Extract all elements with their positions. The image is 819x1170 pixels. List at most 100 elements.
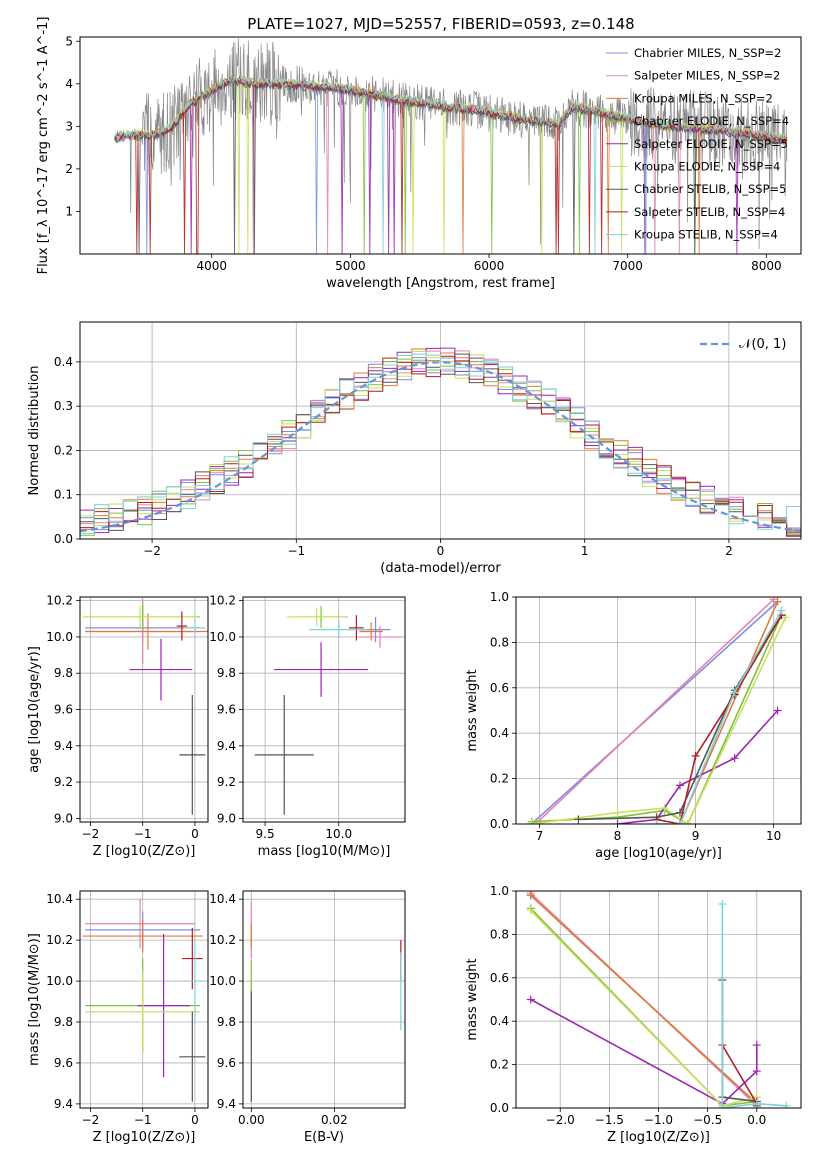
weight-marker bbox=[752, 1067, 761, 1076]
errorbar-point bbox=[287, 607, 347, 627]
y-tick-label: 1.0 bbox=[490, 590, 509, 604]
y-tick-label: 10.0 bbox=[46, 974, 73, 988]
axes-spectrum: 4000 5000 6000 7000 8000 1 2 3 4 5 wavelength [Ang… bbox=[36, 17, 782, 291]
y-tick-label: 9.6 bbox=[217, 1056, 236, 1070]
x-tick-label: −1.5 bbox=[595, 1113, 624, 1127]
y-tick-label: 0.3 bbox=[54, 399, 73, 413]
legend-label: Chabrier MILES, N_SSP=2 bbox=[634, 46, 781, 60]
y-tick-label: 9.4 bbox=[54, 739, 73, 753]
normal-curve bbox=[80, 361, 801, 533]
errorbar-point bbox=[129, 638, 193, 701]
x-tick-label: 8 bbox=[614, 829, 622, 843]
weight-marker bbox=[660, 804, 669, 813]
x-tick-label: 10.0 bbox=[325, 827, 352, 841]
weight-marker bbox=[526, 906, 535, 915]
axes-frame-mass_vs_Z bbox=[79, 890, 209, 1109]
y-axis-label: mass [log10(M/M⊙)] bbox=[27, 933, 42, 1066]
y-tick-label: 9.8 bbox=[54, 666, 73, 680]
weight-marker bbox=[526, 891, 535, 900]
x-tick-label: 0 bbox=[191, 1113, 199, 1127]
errorbar-point bbox=[137, 933, 190, 1078]
y-tick-label: 9.0 bbox=[217, 811, 236, 825]
weight-line bbox=[531, 600, 779, 824]
x-tick-label: 0.0 bbox=[747, 1113, 766, 1127]
errorbar-point bbox=[176, 611, 188, 641]
x-tick-label: −1 bbox=[134, 1113, 152, 1127]
weight-plot-weight_vs_Z bbox=[526, 891, 791, 1108]
legend-label: 𝒩(0, 1) bbox=[739, 337, 786, 352]
y-tick-label: 0.4 bbox=[54, 355, 73, 369]
y-tick-label: 10.0 bbox=[209, 974, 236, 988]
errorbar-point bbox=[273, 642, 369, 697]
weight-marker bbox=[773, 597, 782, 606]
y-tick-label: 9.8 bbox=[217, 666, 236, 680]
errorbar-point bbox=[184, 618, 206, 637]
x-tick-label: 0.00 bbox=[238, 1113, 265, 1127]
y-tick-label: 10.2 bbox=[46, 594, 73, 608]
weight-marker bbox=[718, 1104, 727, 1108]
y-tick-label: 10.0 bbox=[209, 630, 236, 644]
legend-label: Salpeter STELIB, N_SSP=4 bbox=[634, 205, 785, 219]
weight-plot-weight_vs_age bbox=[527, 597, 790, 824]
legend-label: Salpeter MILES, N_SSP=2 bbox=[634, 69, 780, 83]
y-tick-label: 9.8 bbox=[54, 1015, 73, 1029]
weight-marker bbox=[574, 815, 583, 824]
errorbar-point bbox=[184, 940, 206, 1023]
x-axis-label: mass [log10(M/M⊙)] bbox=[258, 844, 391, 859]
y-tick-label: 10.4 bbox=[209, 892, 236, 906]
x-tick-label: 6000 bbox=[474, 259, 505, 273]
y-tick-label: 10.0 bbox=[46, 630, 73, 644]
axes-weight_vs_age: 7 8 9 10 0.0 0.2 0.4 0.6 0.8 1.0 age [log10(age/yr… bbox=[465, 590, 801, 861]
y-tick-label: 9.4 bbox=[54, 1097, 73, 1111]
y-tick-label: 5 bbox=[65, 34, 73, 48]
y-tick-label: 1 bbox=[65, 204, 73, 218]
errorbar-point bbox=[309, 620, 369, 639]
weight-marker bbox=[683, 820, 692, 824]
x-tick-label: 9.5 bbox=[256, 827, 275, 841]
y-tick-label: 9.8 bbox=[217, 1015, 236, 1029]
legend-label: Chabrier ELODIE, N_SSP=4 bbox=[634, 114, 789, 128]
x-tick-label: 9 bbox=[692, 829, 700, 843]
y-tick-label: 2 bbox=[65, 162, 73, 176]
y-axis-label: Flux [f_λ 10^-17 erg cm^-2 s^-1 A^-1] bbox=[36, 17, 51, 275]
x-tick-label: 0.02 bbox=[321, 1113, 348, 1127]
y-axis-label: age [log10(age/yr)] bbox=[27, 646, 42, 773]
legend-label: Kroupa ELODIE, N_SSP=4 bbox=[634, 160, 780, 174]
errorbar-point bbox=[82, 919, 203, 953]
axes-frame-residuals bbox=[79, 321, 802, 540]
x-tick-label: 8000 bbox=[751, 259, 782, 273]
residual-legend: 𝒩(0, 1) bbox=[700, 337, 786, 352]
errorbar-plot-age_vs_mass bbox=[254, 606, 403, 815]
weight-marker bbox=[752, 1041, 761, 1050]
legend-label: Chabrier STELIB, N_SSP=5 bbox=[634, 182, 786, 196]
weight-line bbox=[721, 904, 787, 1108]
spectrum-plot bbox=[114, 38, 788, 254]
x-tick-label: −0.5 bbox=[693, 1113, 722, 1127]
x-axis-label: Z [log10(Z/Z⊙)] bbox=[93, 1130, 196, 1145]
y-tick-label: 3 bbox=[65, 119, 73, 133]
y-tick-label: 0.4 bbox=[490, 1014, 509, 1028]
errorbar-point bbox=[357, 626, 403, 648]
residual-plot bbox=[80, 347, 801, 538]
weight-marker bbox=[675, 781, 684, 790]
x-axis-label: wavelength [Angstrom, rest frame] bbox=[326, 276, 555, 291]
errorbar-point bbox=[349, 615, 364, 641]
weight-line bbox=[617, 709, 779, 824]
weight-marker bbox=[652, 820, 661, 824]
axes-frame-weight_vs_age bbox=[515, 596, 802, 825]
weight-marker bbox=[752, 1099, 761, 1108]
y-tick-label: 4 bbox=[65, 77, 73, 91]
x-axis-label: Z [log10(Z/Z⊙)] bbox=[93, 844, 196, 859]
weight-line bbox=[534, 598, 775, 824]
x-tick-label: 5000 bbox=[335, 259, 366, 273]
weight-marker bbox=[527, 820, 536, 824]
axes-mass_vs_Z: −2 −1 0 9.4 9.6 9.8 10.0 10.2 10.4 Z [log10(Z/Z⊙)… bbox=[27, 891, 208, 1145]
y-tick-label: 10.2 bbox=[46, 933, 73, 947]
x-tick-label: −1 bbox=[134, 827, 152, 841]
y-axis-label: mass weight bbox=[465, 669, 480, 751]
weight-marker bbox=[730, 688, 739, 697]
axes-frame-weight_vs_Z bbox=[515, 890, 802, 1109]
weight-line bbox=[530, 998, 758, 1105]
spectrum-model-line bbox=[114, 78, 788, 254]
weight-marker bbox=[675, 820, 684, 824]
